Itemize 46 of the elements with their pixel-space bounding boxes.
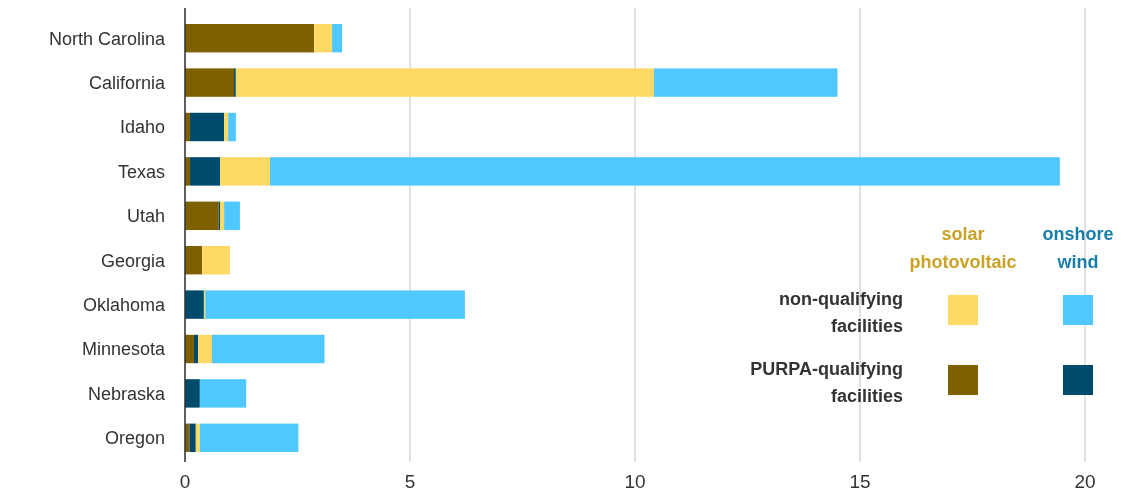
y-tick-label: Utah [126, 206, 165, 227]
x-tick-label: 10 [624, 471, 646, 492]
x-tick-label: 0 [179, 471, 191, 492]
bar [235, 68, 654, 97]
bar [224, 112, 229, 142]
bar [202, 245, 230, 275]
bar [185, 23, 315, 53]
bar [332, 23, 343, 53]
y-tick-label: Nebraska [87, 383, 166, 404]
bar [198, 334, 212, 364]
y-tick-label: Oregon [104, 428, 165, 449]
bar [185, 245, 203, 275]
bar [270, 157, 1060, 186]
bar [220, 201, 225, 231]
bar [185, 379, 200, 408]
y-tick-label: Georgia [100, 250, 166, 271]
annotation: onshore wind [1042, 224, 1114, 272]
bar [314, 23, 333, 53]
bar [185, 68, 235, 97]
bar [189, 112, 225, 142]
annotation: non-qualifying facilities [779, 289, 903, 336]
bar [195, 423, 200, 453]
bar [189, 157, 221, 186]
x-tick-label: 5 [404, 471, 416, 492]
annotation: PURPA-qualifying facilities [750, 359, 903, 406]
y-tick-label: California [88, 72, 166, 93]
bar [199, 379, 247, 408]
bar [228, 112, 236, 142]
x-tick-label: 20 [1074, 471, 1096, 492]
y-tick-label: Idaho [119, 117, 165, 138]
y-tick-label: Minnesota [81, 339, 166, 360]
bar [205, 290, 465, 319]
bar [653, 68, 838, 97]
annotation: solar photovoltaic [909, 224, 1017, 272]
bar [224, 201, 240, 231]
bar [185, 201, 219, 231]
bar [185, 290, 204, 319]
bar [199, 423, 299, 453]
bar [194, 334, 199, 364]
bar [189, 423, 196, 453]
bar [212, 334, 325, 364]
y-tick-label: Oklahoma [82, 294, 166, 315]
y-tick-label: North Carolina [48, 28, 166, 49]
y-tick-label: Texas [117, 161, 165, 182]
bar [220, 157, 271, 186]
x-tick-label: 15 [849, 471, 871, 492]
